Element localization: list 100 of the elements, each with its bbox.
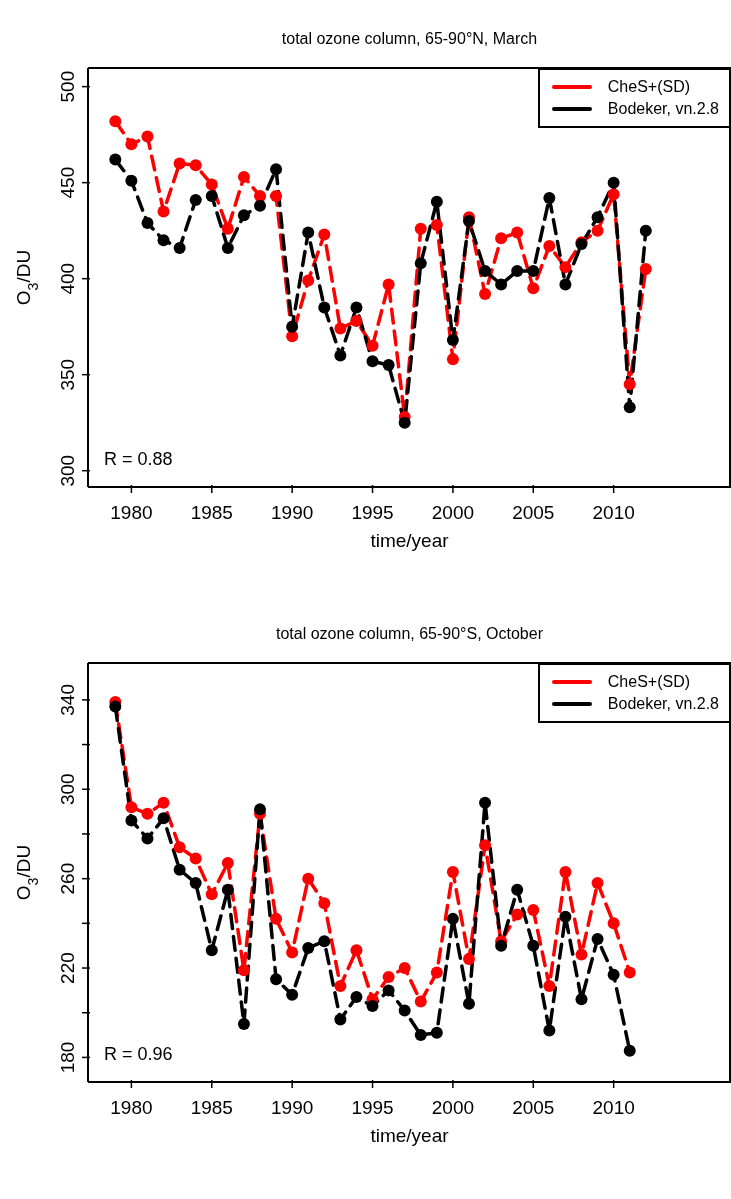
point bbox=[157, 796, 170, 809]
point bbox=[366, 1000, 379, 1013]
point bbox=[270, 163, 283, 176]
point bbox=[559, 910, 572, 923]
point bbox=[205, 190, 218, 203]
point bbox=[334, 349, 347, 362]
point bbox=[591, 932, 604, 945]
point bbox=[639, 263, 652, 276]
point bbox=[366, 355, 379, 368]
point bbox=[334, 1013, 347, 1026]
point bbox=[286, 988, 299, 1001]
y-tick-label: 400 bbox=[57, 262, 78, 295]
point bbox=[543, 192, 556, 204]
point bbox=[173, 241, 186, 254]
point bbox=[221, 857, 234, 869]
point bbox=[237, 964, 250, 977]
point bbox=[527, 264, 540, 277]
x-tick-label: 2005 bbox=[512, 1097, 555, 1118]
point bbox=[511, 908, 524, 921]
legend-label: CheS+(SD) bbox=[607, 78, 691, 96]
point bbox=[157, 812, 170, 825]
point bbox=[318, 228, 331, 241]
point bbox=[511, 883, 524, 896]
chart-title: total ozone column, 65-90°N, March bbox=[280, 30, 539, 48]
point bbox=[189, 852, 202, 865]
y-tick-label: 180 bbox=[57, 1041, 78, 1074]
point bbox=[173, 157, 186, 170]
y-tick-label: 300 bbox=[57, 454, 78, 487]
point bbox=[350, 944, 363, 957]
x-tick-label: 2010 bbox=[592, 502, 635, 523]
point bbox=[607, 176, 620, 189]
point bbox=[414, 1029, 427, 1042]
point bbox=[189, 159, 202, 172]
point bbox=[398, 1004, 411, 1017]
point bbox=[527, 939, 540, 952]
point bbox=[141, 832, 154, 845]
x-tick-label: 1980 bbox=[110, 502, 153, 523]
point bbox=[173, 841, 186, 854]
point bbox=[430, 966, 443, 979]
point bbox=[157, 234, 170, 247]
x-tick-label: 1980 bbox=[110, 1097, 153, 1118]
point bbox=[591, 224, 604, 237]
point bbox=[173, 863, 186, 876]
chart-title: total ozone column, 65-90°S, October bbox=[275, 625, 544, 643]
x-tick-label: 2005 bbox=[512, 502, 555, 523]
point bbox=[543, 979, 556, 992]
point bbox=[125, 138, 138, 151]
point bbox=[479, 288, 492, 301]
point bbox=[623, 966, 636, 979]
y-tick-label: 350 bbox=[57, 358, 78, 391]
point bbox=[414, 257, 427, 270]
x-axis-title: time/year bbox=[370, 530, 450, 551]
point bbox=[398, 416, 411, 429]
point bbox=[559, 865, 572, 878]
point bbox=[205, 888, 218, 901]
point bbox=[639, 224, 652, 237]
y-tick-label: 300 bbox=[57, 773, 78, 806]
x-axis-title: time/year bbox=[370, 1125, 450, 1146]
point bbox=[543, 240, 556, 253]
point bbox=[318, 897, 331, 910]
point bbox=[559, 261, 572, 274]
x-tick-label: 1995 bbox=[351, 1097, 394, 1118]
annotation: R = 0.88 bbox=[104, 449, 173, 469]
y-tick-label: 450 bbox=[57, 166, 78, 199]
point bbox=[350, 314, 363, 327]
x-tick-label: 2010 bbox=[592, 1097, 635, 1118]
point bbox=[109, 153, 122, 166]
point bbox=[479, 264, 492, 277]
point bbox=[109, 115, 122, 128]
point bbox=[543, 1024, 556, 1037]
point bbox=[237, 170, 250, 183]
point bbox=[366, 339, 379, 352]
point bbox=[607, 917, 620, 930]
point bbox=[623, 1044, 636, 1057]
point bbox=[318, 935, 331, 948]
point bbox=[237, 209, 250, 222]
point bbox=[189, 193, 202, 206]
point bbox=[205, 944, 218, 957]
point bbox=[575, 948, 588, 961]
x-tick-label: 2000 bbox=[431, 1097, 475, 1118]
point bbox=[462, 997, 475, 1010]
point bbox=[286, 946, 299, 959]
x-tick-label: 1995 bbox=[351, 502, 394, 523]
point bbox=[462, 215, 475, 228]
point bbox=[205, 178, 218, 191]
point bbox=[382, 984, 395, 997]
x-tick-label: 1990 bbox=[271, 1097, 314, 1118]
point bbox=[559, 278, 572, 291]
point bbox=[591, 211, 604, 224]
point bbox=[527, 903, 540, 916]
point bbox=[109, 700, 122, 713]
point bbox=[254, 199, 266, 212]
point bbox=[607, 188, 620, 201]
y-tick-label: 220 bbox=[57, 952, 78, 984]
point bbox=[623, 378, 636, 391]
point bbox=[382, 278, 395, 291]
point bbox=[125, 814, 138, 827]
point bbox=[479, 839, 492, 852]
point bbox=[189, 877, 202, 890]
x-tick-label: 2000 bbox=[431, 502, 475, 523]
